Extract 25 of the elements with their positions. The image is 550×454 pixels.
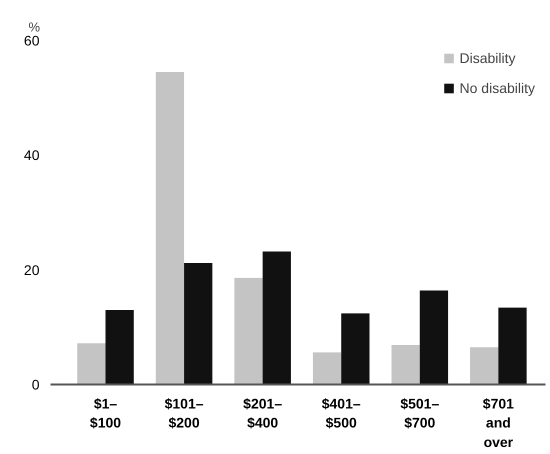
- x-tick-label: $101– $200: [164, 396, 204, 431]
- legend-label: No disability: [460, 80, 535, 96]
- bar: [77, 343, 106, 384]
- bar: [341, 313, 370, 384]
- bar: [470, 347, 498, 384]
- bar: [234, 278, 263, 384]
- y-tick-label: 0: [32, 376, 40, 392]
- y-tick-label: 20: [24, 262, 40, 278]
- bar: [392, 344, 420, 384]
- x-tick-label: $501– $700: [400, 396, 440, 431]
- y-tick-label: 40: [24, 147, 40, 164]
- y-axis-title: %: [28, 20, 40, 34]
- bar: [106, 310, 134, 384]
- x-tick-label: $401– $500: [322, 396, 361, 431]
- bar: [312, 352, 342, 384]
- bar: [420, 290, 448, 384]
- y-tick-label: 60: [24, 32, 40, 48]
- bar: [156, 72, 184, 384]
- bar: [262, 251, 291, 384]
- bar: [184, 262, 212, 384]
- x-tick-label: $701 and over: [482, 396, 514, 450]
- bar: [498, 308, 527, 384]
- x-tick-label: $201– $400: [243, 396, 282, 431]
- x-tick-label: $1– $100: [90, 396, 122, 431]
- legend-label: Disability: [460, 50, 516, 66]
